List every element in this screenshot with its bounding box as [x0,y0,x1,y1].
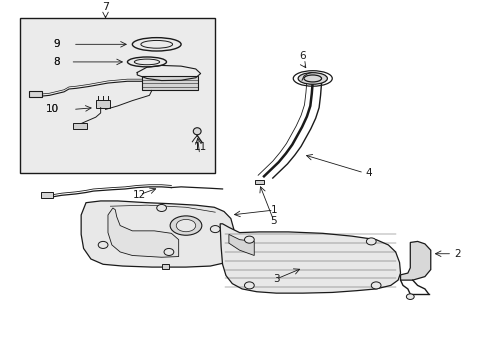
Text: 9: 9 [53,39,60,49]
Text: 8: 8 [53,57,60,67]
Polygon shape [108,208,178,257]
Text: 7: 7 [102,1,109,12]
Bar [20,18,215,173]
Text: 4: 4 [365,168,371,178]
Text: 6: 6 [299,51,305,61]
Bar [96,100,110,108]
Text: 10: 10 [45,104,59,114]
Circle shape [370,282,380,289]
Polygon shape [220,224,400,293]
Text: 2: 2 [453,249,460,259]
Text: 11: 11 [194,142,207,152]
Circle shape [210,226,220,233]
Text: 12: 12 [133,190,146,199]
Bar [41,193,53,198]
Polygon shape [400,242,430,280]
Text: 1: 1 [270,205,277,215]
Polygon shape [81,201,233,267]
Circle shape [98,242,108,248]
Bar [161,264,168,269]
Circle shape [163,248,173,256]
Bar [29,91,42,97]
Ellipse shape [193,128,201,135]
Text: 8: 8 [53,57,60,67]
Text: 3: 3 [272,274,279,284]
Bar [73,123,86,129]
Ellipse shape [170,216,202,235]
Ellipse shape [176,219,195,232]
Circle shape [157,204,166,211]
Circle shape [244,282,254,289]
Ellipse shape [134,59,159,65]
Polygon shape [228,234,254,256]
Text: 5: 5 [270,216,277,226]
Bar [255,180,264,184]
Circle shape [366,238,375,245]
Text: 10: 10 [45,104,59,114]
Circle shape [244,236,254,243]
Bar [142,76,198,90]
Ellipse shape [141,40,172,48]
Circle shape [406,294,413,300]
Ellipse shape [298,73,327,84]
Text: 9: 9 [53,39,60,49]
